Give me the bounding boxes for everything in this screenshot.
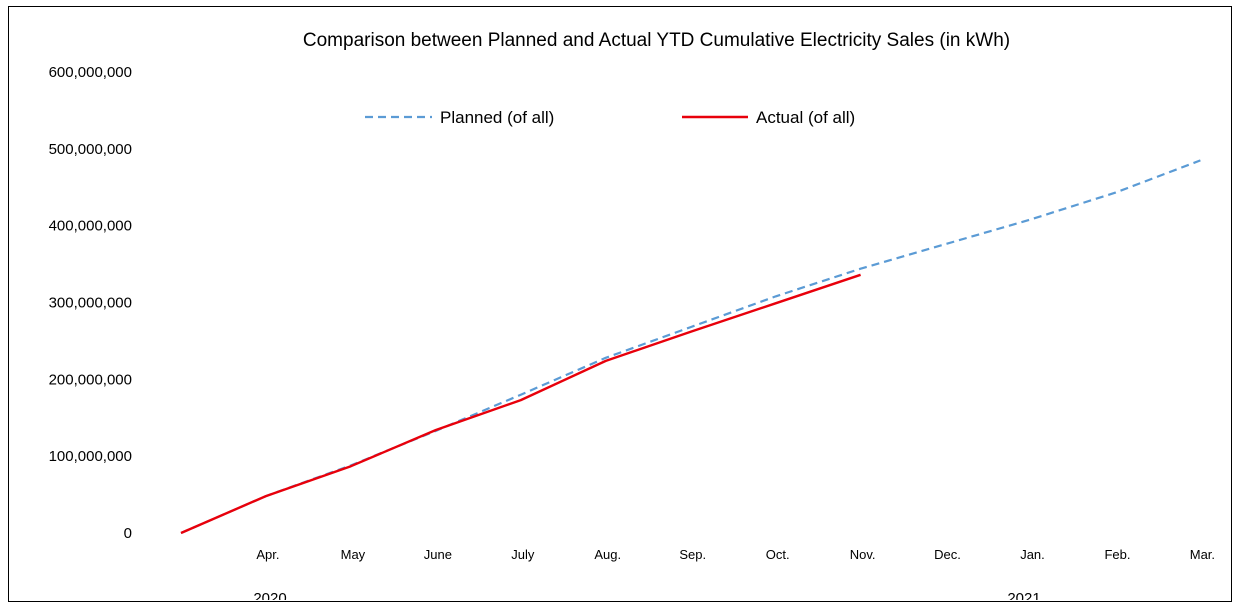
y-tick-label: 0 (124, 525, 132, 542)
data-point (1115, 192, 1116, 193)
data-point (775, 303, 776, 304)
y-tick-label: 400,000,000 (49, 218, 132, 235)
x-tick-label: Dec. (934, 547, 961, 562)
series-lines (180, 159, 1201, 535)
x-tick-label: Sep. (679, 547, 706, 562)
y-tick-label: 100,000,000 (49, 448, 132, 465)
x-tick-label: Apr. (256, 547, 279, 562)
data-point (1200, 160, 1201, 161)
year-label: 2020 (253, 590, 286, 600)
x-tick-label: Mar. (1190, 547, 1215, 562)
x-tick-label: Nov. (850, 547, 876, 562)
data-point (520, 400, 521, 401)
data-point (605, 360, 606, 361)
y-axis-tick-labels: 0 100,000,000 200,000,000 300,000,000 400,00… (49, 64, 132, 542)
series-line-actual (180, 273, 861, 535)
legend: Planned (of all) Actual (of all) (365, 108, 855, 127)
chart-title: Comparison between Planned and Actual YT… (302, 30, 1011, 51)
x-tick-label: Feb. (1104, 547, 1130, 562)
series-line-planned (180, 159, 1201, 535)
data-point (435, 429, 436, 430)
data-point (605, 357, 606, 358)
x-tick-label: July (511, 547, 535, 562)
x-tick-label: Jan. (1020, 547, 1045, 562)
y-tick-label: 300,000,000 (49, 295, 132, 312)
data-point (860, 274, 861, 275)
data-point (860, 268, 861, 269)
year-labels: 2020 2021 (253, 590, 1040, 600)
legend-label: Actual (of all) (756, 108, 855, 127)
chart-frame (8, 6, 1232, 602)
data-point (775, 296, 776, 297)
data-point (520, 394, 521, 395)
data-point (690, 331, 691, 332)
data-point (690, 327, 691, 328)
y-tick-label: 200,000,000 (49, 371, 132, 388)
y-tick-label: 600,000,000 (49, 64, 132, 81)
x-tick-label: Oct. (766, 547, 790, 562)
x-axis-tick-labels: Apr. May June July Aug. Sep. Oct. Nov. Dec. Jan. F… (256, 547, 1215, 562)
y-tick-label: 500,000,000 (49, 141, 132, 158)
data-point (945, 244, 946, 245)
x-tick-label: June (424, 547, 452, 562)
data-point (180, 532, 181, 533)
data-point (265, 496, 266, 497)
x-tick-label: Aug. (594, 547, 621, 562)
year-label: 2021 (1007, 590, 1040, 600)
data-point (350, 466, 351, 467)
legend-label: Planned (of all) (440, 108, 554, 127)
data-point (1030, 219, 1031, 220)
x-tick-label: May (341, 547, 366, 562)
